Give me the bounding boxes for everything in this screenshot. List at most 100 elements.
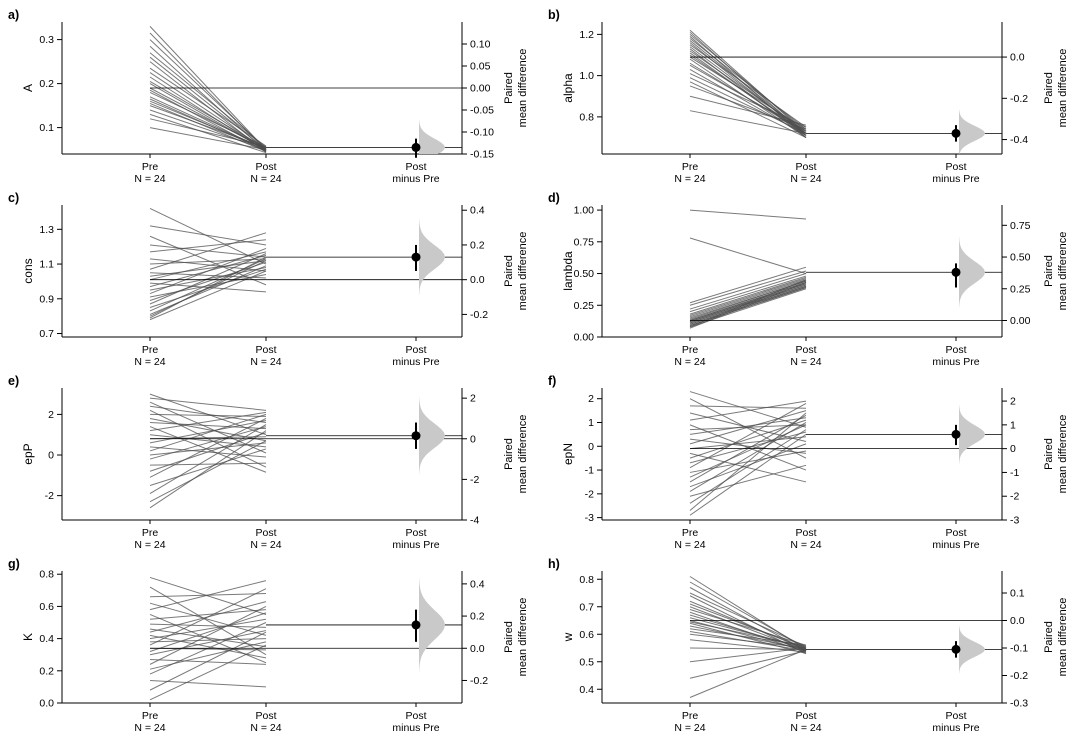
slope-line	[149, 256, 267, 319]
left-tick-label: 1.3	[39, 224, 54, 236]
slope-line	[149, 430, 267, 509]
mean-dot	[951, 267, 961, 277]
paired-diff-axis-label: Paired	[1043, 438, 1055, 470]
slope-line	[689, 276, 807, 315]
slope-line	[149, 426, 267, 473]
slope-line	[689, 391, 807, 428]
left-tick-label: 0	[588, 441, 594, 453]
right-tick-label: 0.0	[470, 274, 485, 286]
left-tick-label: 0.1	[39, 122, 54, 134]
slope-line	[689, 273, 807, 310]
left-tick-label: 0.7	[39, 328, 54, 340]
right-tick-label: -0.15	[470, 149, 494, 161]
param-label: lambda	[561, 251, 575, 291]
slope-line	[149, 260, 267, 277]
panel-letter: h)	[548, 557, 560, 571]
group-label: minus Pre	[392, 356, 439, 368]
slope-line	[149, 628, 267, 648]
diff-violin	[959, 237, 985, 308]
group-label: N = 24	[674, 539, 705, 551]
left-tick-label: 0.9	[39, 293, 54, 305]
right-tick-label: -3	[1010, 515, 1019, 527]
slope-line	[689, 209, 807, 220]
paired-diff-axis-label: mean difference	[1057, 232, 1069, 311]
slope-line	[149, 270, 267, 321]
right-tick-label: 0.2	[470, 611, 485, 623]
diff-violin	[419, 119, 445, 154]
right-tick-label: 0.25	[1010, 283, 1031, 295]
slope-line	[149, 397, 267, 411]
paired-diff-axis-label: Paired	[503, 255, 515, 287]
right-tick-label: -0.3	[1010, 698, 1028, 710]
slope-line	[149, 426, 267, 460]
diff-violin	[959, 404, 985, 464]
slope-line	[149, 679, 267, 688]
left-tick-label: -1	[585, 465, 594, 477]
slope-line	[149, 405, 267, 424]
slope-line	[149, 232, 267, 270]
group-label: N = 24	[134, 722, 165, 734]
group-label: N = 24	[134, 539, 165, 551]
slope-line	[149, 260, 267, 317]
paired-diff-axis-label: Paired	[1043, 621, 1055, 653]
left-tick-label: 1.00	[574, 205, 595, 217]
right-tick-label: 0.10	[470, 39, 491, 51]
group-label: Post	[405, 527, 426, 539]
left-tick-label: -2	[45, 490, 54, 502]
left-tick-label: 2	[48, 409, 54, 421]
slope-line	[149, 253, 267, 305]
slope-line	[689, 436, 807, 450]
diff-violin	[419, 578, 445, 672]
panel-h: h)w0.40.50.60.70.80.10.0-0.1-0.2-0.3PreN…	[548, 557, 1069, 734]
slope-line	[689, 400, 807, 421]
right-tick-label: 0.0	[1010, 615, 1025, 627]
group-label: N = 24	[250, 173, 281, 185]
slope-line	[689, 429, 807, 504]
left-tick-label: 0.8	[39, 569, 54, 581]
param-label: K	[21, 633, 35, 641]
slope-line	[689, 648, 807, 698]
diff-violin	[419, 219, 445, 295]
left-tick-label: 0.7	[579, 601, 594, 613]
right-tick-label: 0	[470, 433, 476, 445]
left-tick-label: 0.5	[579, 656, 594, 668]
slope-line	[149, 105, 267, 149]
slope-line	[149, 413, 267, 452]
group-label: Post	[795, 710, 816, 722]
slope-line	[689, 412, 807, 511]
slope-line	[149, 631, 267, 691]
right-tick-label: -2	[470, 474, 479, 486]
slope-line	[689, 433, 807, 516]
left-tick-label: 1.1	[39, 259, 54, 271]
slope-line	[689, 281, 807, 329]
group-label: N = 24	[790, 356, 821, 368]
slope-line	[149, 273, 267, 298]
group-label: Pre	[682, 161, 699, 173]
slope-line	[689, 85, 807, 130]
panel-d: d) lambda 0.00 0.25 0.50 0.75 1.00 0.75 0.50 0.25…	[548, 191, 1069, 368]
slope-line	[689, 609, 807, 646]
slope-line	[689, 581, 807, 649]
paired-diff-axis-label: mean difference	[517, 232, 529, 311]
right-tick-label: -1	[1010, 467, 1019, 479]
slope-line	[689, 650, 807, 679]
slope-line	[149, 418, 267, 478]
slope-line	[149, 56, 267, 150]
group-label: minus Pre	[932, 356, 979, 368]
slope-line	[149, 127, 267, 151]
slope-line	[689, 64, 807, 132]
right-tick-label: 0.75	[1010, 220, 1031, 232]
left-tick-label: 0.50	[574, 268, 595, 280]
panel-letter: g)	[8, 557, 20, 571]
slope-line	[149, 623, 267, 628]
right-tick-label: 0.00	[1010, 315, 1031, 327]
left-tick-label: 0.00	[574, 332, 595, 344]
group-label: Pre	[142, 710, 159, 722]
slope-line	[689, 38, 807, 130]
slope-line	[689, 405, 807, 409]
mean-dot	[951, 128, 961, 138]
group-label: Pre	[142, 161, 159, 173]
slope-line	[149, 588, 267, 646]
slope-line	[149, 39, 267, 150]
